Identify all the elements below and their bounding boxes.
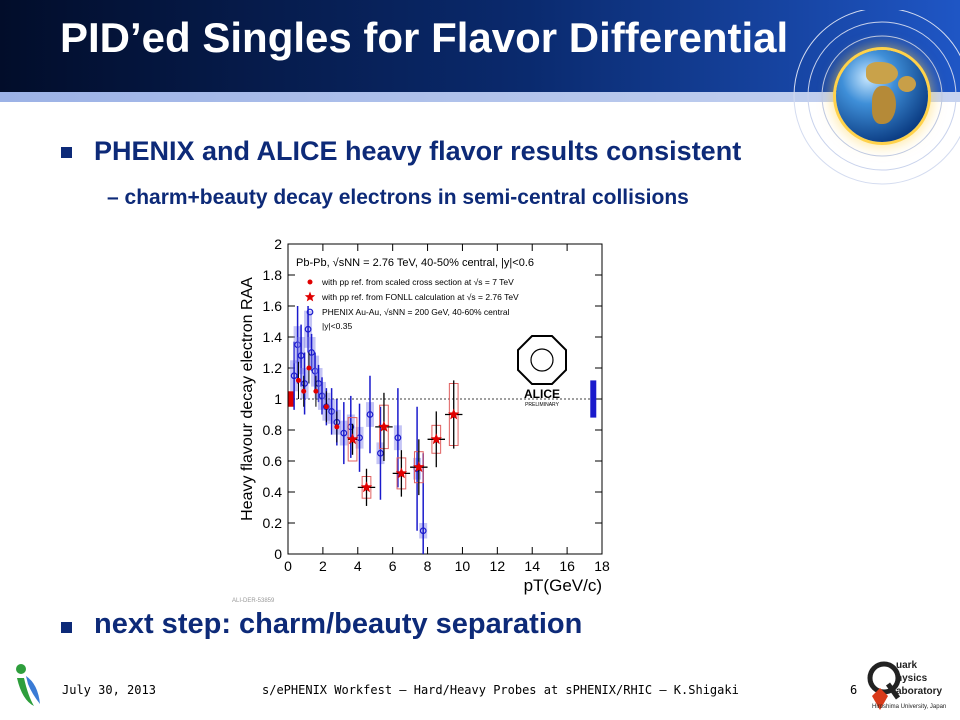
alice-logo-ring [530, 348, 554, 372]
phenix-point [394, 434, 402, 442]
legend-marker-phenix [306, 308, 314, 316]
qpl-logo: uark hysics aboratory Hiroshima Universi… [866, 658, 952, 714]
y-axis-label: Heavy flavour decay electron RAA [239, 277, 256, 521]
alice-7tev-point [301, 388, 307, 394]
page-number: 6 [850, 683, 858, 697]
alice-fonll-point [413, 461, 425, 473]
phenix-point [318, 392, 326, 400]
alice-preliminary-text: PRELIMINARY [525, 402, 559, 408]
alice-fonll-point [430, 433, 442, 445]
x-axis-label: pT(GeV/c) [524, 576, 602, 595]
globe-icon [836, 50, 928, 142]
legend-header: Pb-Pb, √sNN = 2.76 TeV, 40-50% central, … [296, 257, 534, 269]
phenix-point [328, 407, 336, 415]
alice-fonll-point [360, 481, 373, 493]
bullet-main-1: PHENIX and ALICE heavy flavor results co… [94, 136, 742, 166]
header-bar [0, 0, 960, 92]
y-tick-label: 1.8 [263, 267, 283, 283]
legend-marker-fonll [304, 291, 316, 302]
normalization-box [288, 391, 295, 407]
legend-marker-7tev [307, 279, 313, 285]
phenix-point [301, 380, 308, 387]
alice-7tev-point [313, 388, 319, 394]
alice-logo-text: ALICE [524, 387, 560, 401]
qpl-word-2: hysics [896, 673, 928, 684]
phenix-point [340, 429, 348, 437]
alice-7tev-point [306, 365, 312, 371]
legend-item-4: |y|<0.35 [322, 321, 352, 331]
plot-background [230, 236, 620, 606]
x-tick-label: 4 [354, 558, 362, 574]
phenix-point [419, 527, 427, 535]
sphenix-logo-icon [16, 664, 40, 706]
y-tick-label: 1 [274, 391, 282, 407]
y-tick-label: 1.6 [263, 298, 283, 314]
alice-fonll-point [346, 433, 359, 445]
x-tick-label: 12 [490, 558, 506, 574]
bullet-main-2: next step: charm/beauty separation [94, 608, 583, 640]
y-tick-label: 1.4 [263, 329, 283, 345]
y-tick-label: 0.4 [263, 484, 283, 500]
y-tick-label: 2 [274, 236, 282, 252]
qpl-word-3: aboratory [896, 686, 943, 697]
alice-7tev-point [295, 377, 301, 383]
x-tick-label: 14 [524, 558, 540, 574]
phenix-point [366, 411, 374, 418]
alice-7tev-point [323, 404, 329, 410]
figure-id: ALI-DER-53859 [232, 598, 275, 604]
alice-fonll-point [448, 408, 460, 420]
footer-center: s/ePHENIX Workfest – Hard/Heavy Probes a… [262, 683, 739, 697]
phenix-point [304, 325, 312, 333]
y-tick-label: 0.8 [263, 422, 283, 438]
bullet-square-icon [61, 622, 72, 633]
bullet-sub-1: – charm+beauty decay electrons in semi-c… [107, 186, 689, 209]
legend-item-1: with pp ref. from scaled cross section a… [321, 277, 514, 287]
normalization-box [590, 380, 597, 418]
alice-fonll-point [395, 467, 408, 479]
y-tick-label: 0 [274, 546, 282, 562]
raa-plot: 0 0.2 0.4 0.6 0.8 1 1.2 1.4 1.6 1.8 2 0 2 4 6 8 10 12 14 16… [230, 236, 620, 606]
x-tick-label: 18 [594, 558, 610, 574]
phenix-point [377, 449, 384, 457]
qpl-university: Hiroshima University, Japan [872, 704, 947, 710]
header-strip [0, 92, 960, 102]
alice-fonll-point [378, 420, 390, 432]
x-tick-label: 0 [284, 558, 292, 574]
decorative-rings [793, 10, 960, 185]
footer-date: July 30, 2013 [62, 683, 156, 697]
x-tick-label: 16 [559, 558, 575, 574]
legend-item-3: PHENIX Au-Au, √sNN = 200 GeV, 40-60% cen… [322, 307, 510, 317]
x-tick-label: 6 [389, 558, 397, 574]
qpl-q-icon [867, 661, 901, 710]
y-tick-label: 0.6 [263, 453, 283, 469]
x-tick-label: 10 [455, 558, 471, 574]
alice-7tev-point [334, 424, 340, 430]
legend-item-2: with pp ref. from FONLL calculation at √… [321, 292, 519, 302]
slide-title: PID’ed Singles for Flavor Differential [60, 14, 789, 61]
qpl-word-1: uark [896, 660, 918, 671]
alice-logo-icon [517, 335, 567, 385]
y-tick-label: 1.2 [263, 360, 283, 376]
y-tick-label: 0.2 [263, 515, 283, 531]
x-tick-label: 8 [424, 558, 432, 574]
bullet-square-icon [61, 147, 72, 158]
x-tick-label: 2 [319, 558, 327, 574]
